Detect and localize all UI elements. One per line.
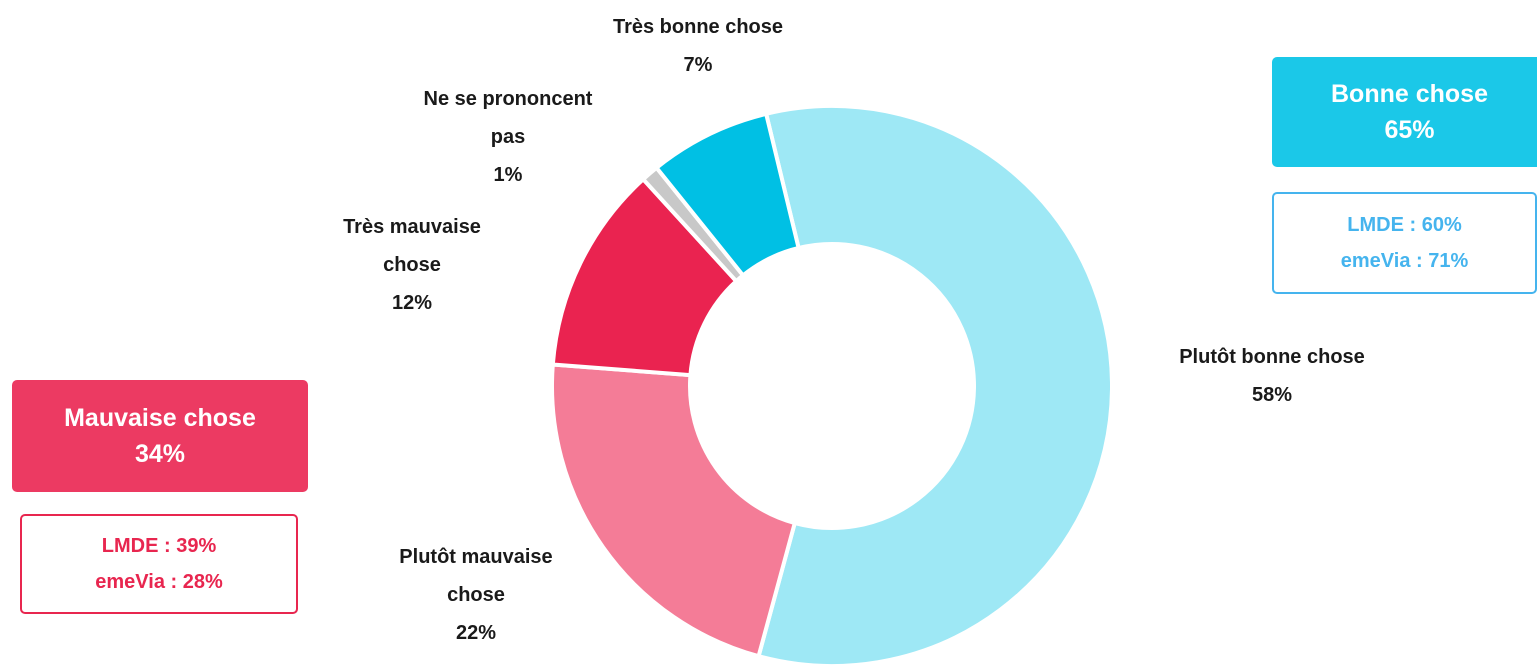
category-label: Plutôt mauvaise chose (399, 546, 553, 606)
donut-slice (756, 104, 1114, 665)
category-label: Plutôt bonne chose (1179, 346, 1365, 368)
value-label: 22% (455, 622, 497, 644)
donut-slice (653, 111, 802, 279)
detail-text: emeVia : 28% (95, 571, 223, 593)
category-label: Très bonne chose (612, 16, 784, 38)
summary-box: Mauvaise chose 34% (12, 380, 308, 492)
summary-box: Bonne chose 65% (1272, 57, 1537, 167)
donut-slice (550, 176, 740, 378)
value-label: 7% (683, 54, 713, 76)
summary-value: 34% (134, 440, 186, 468)
value-label: 1% (493, 164, 523, 186)
value-label: 58% (1251, 384, 1293, 406)
slice-label: Plutôt mauvaise chose 22% (386, 538, 566, 652)
detail-box: LMDE : 39% emeVia : 28% (20, 514, 298, 614)
value-label: 12% (391, 292, 433, 314)
detail-box: LMDE : 60% emeVia : 71% (1272, 192, 1537, 294)
summary-value: 65% (1384, 116, 1435, 144)
detail-text: LMDE : 39% (101, 535, 217, 557)
slice-label: Plutôt bonne chose 58% (1122, 338, 1422, 414)
slice-label: Ne se prononcent pas 1% (418, 80, 598, 194)
category-label: Très mauvaise chose (343, 216, 481, 276)
summary-title: Bonne chose (1331, 80, 1488, 108)
slice-label: Très mauvaise chose 12% (332, 208, 492, 322)
category-label: Ne se prononcent pas (423, 88, 593, 148)
donut-slice (550, 362, 798, 659)
detail-text: LMDE : 60% (1347, 214, 1462, 236)
slice-label: Très bonne chose 7% (558, 8, 838, 84)
summary-title: Mauvaise chose (64, 404, 256, 432)
detail-text: emeVia : 71% (1340, 250, 1469, 272)
